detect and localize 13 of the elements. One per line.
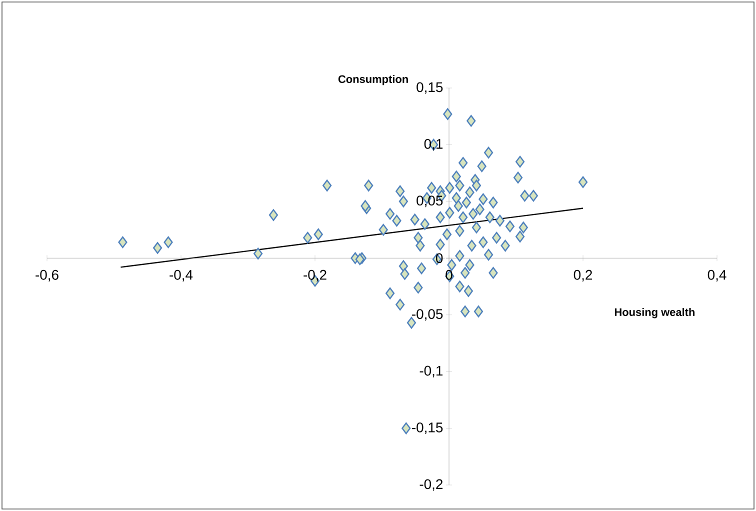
x-axis-title: Housing wealth xyxy=(614,308,695,318)
y-tick-label: -0,2 xyxy=(420,479,443,491)
y-tick-label: -0,1 xyxy=(420,366,443,378)
x-tick-label: 0,2 xyxy=(574,270,592,282)
x-tick-label: -0,4 xyxy=(170,270,193,282)
y-tick-label: 0,05 xyxy=(416,196,443,208)
y-tick-label: 0,15 xyxy=(416,82,443,94)
x-tick-label: -0,2 xyxy=(304,270,326,282)
y-tick-label: -0,05 xyxy=(412,309,443,321)
y-tick-label: -0,15 xyxy=(412,422,443,434)
y-axis-title: Consumption xyxy=(338,74,408,86)
x-tick-label: -0,6 xyxy=(36,270,58,282)
x-tick-label: 0,4 xyxy=(708,270,726,282)
